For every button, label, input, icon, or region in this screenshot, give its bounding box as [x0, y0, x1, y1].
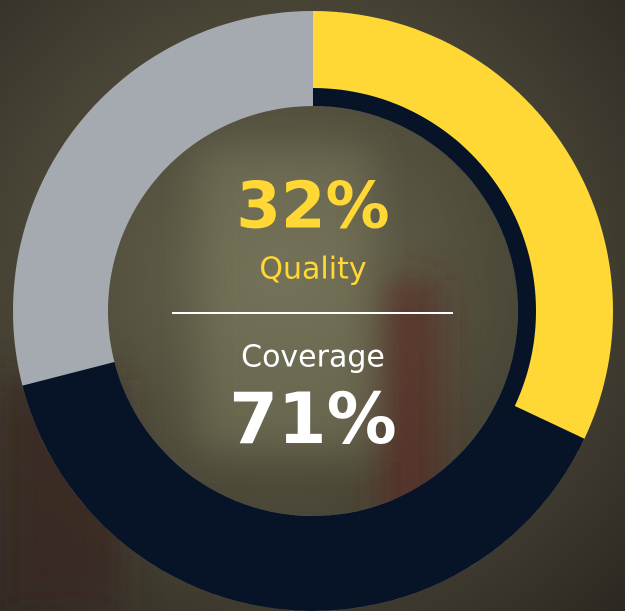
quality-value: 32%	[236, 170, 389, 244]
coverage-arc	[22, 11, 614, 611]
coverage-value: 71%	[229, 378, 397, 460]
donut	[12, 11, 614, 611]
quality-arc	[313, 11, 613, 439]
quality-label: Quality	[259, 252, 366, 287]
coverage-label: Coverage	[241, 340, 385, 375]
